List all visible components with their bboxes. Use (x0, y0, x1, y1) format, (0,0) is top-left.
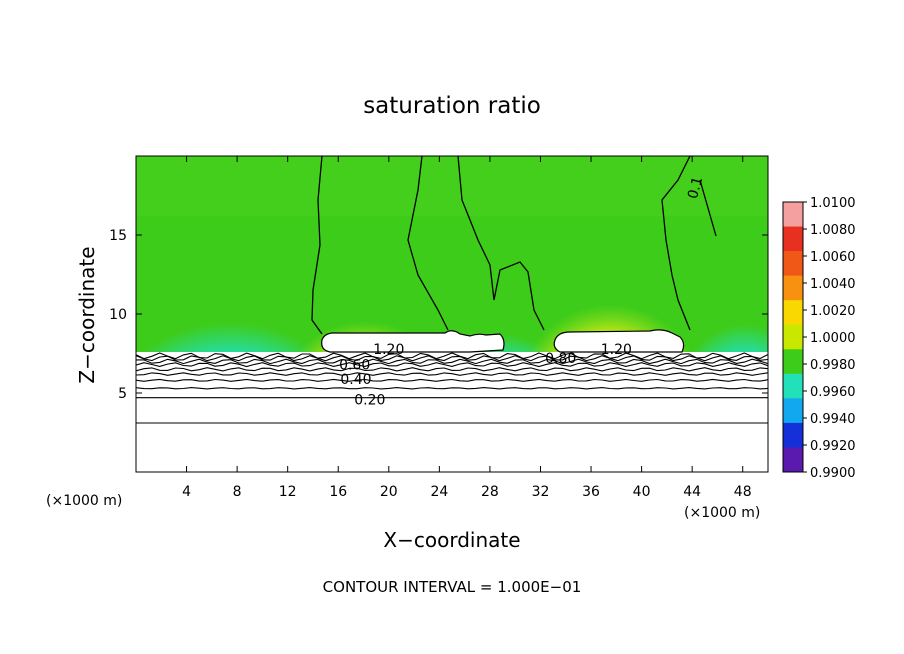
contour-label: 0.60 (339, 358, 370, 374)
colorbar-swatch (783, 324, 803, 350)
colorbar-label: 0.9940 (810, 412, 856, 427)
isoline (136, 358, 768, 365)
x-tick-label: 40 (633, 484, 651, 500)
x-tick-label: 4 (182, 484, 191, 500)
isoline (136, 355, 768, 362)
contour-label: 0.1 (685, 175, 706, 201)
colorbar-label: 1.0040 (810, 277, 856, 292)
x-tick-label: 36 (582, 484, 600, 500)
surface-layer (136, 352, 768, 472)
vertical-contours (311, 156, 717, 335)
colorbar-label: 0.9960 (810, 385, 856, 400)
x-tick-label: 24 (430, 484, 448, 500)
colorbar-label: 1.0080 (810, 223, 856, 238)
y-axis-ticks: 5 10 15 (109, 228, 768, 402)
colorbar-swatch (783, 202, 803, 228)
colorbar-swatch (783, 422, 803, 448)
x-tick-label: 20 (380, 484, 398, 500)
x-unit-right: (×1000 m) (684, 505, 760, 521)
contour-label: 1.20 (373, 342, 404, 358)
x-axis-label: X−coordinate (383, 528, 520, 552)
plot-area (136, 156, 768, 472)
contour-label: 0.40 (340, 372, 371, 388)
y-tick-label: 15 (109, 228, 127, 244)
isoline (136, 378, 768, 382)
colorbar-label: 1.0000 (810, 331, 856, 346)
colorbar-swatch (783, 349, 803, 375)
y-tick-label: 10 (109, 307, 127, 323)
chart-title: saturation ratio (363, 93, 541, 119)
colorbar-label: 1.0060 (810, 250, 856, 265)
contour-label: 0.80 (545, 351, 576, 367)
cloud-outline-right (553, 329, 685, 353)
colorbar-swatch (783, 300, 803, 326)
contour-line-right (661, 156, 717, 331)
colorbar-swatch (783, 226, 803, 252)
x-tick-label: 12 (279, 484, 297, 500)
x-tick-label: 8 (233, 484, 242, 500)
x-tick-label: 48 (734, 484, 752, 500)
x-tick-label: 44 (683, 484, 701, 500)
y-axis-label: Z−coordinate (75, 246, 99, 383)
cloud-outline-left (321, 330, 505, 353)
isoline (136, 372, 768, 376)
colorbar-label: 1.0100 (810, 196, 856, 211)
cloud-contours (321, 329, 685, 353)
colorbar-swatch (783, 373, 803, 399)
x-axis-ticks: 4 8 12 16 20 24 28 32 36 40 44 48 (182, 156, 752, 500)
isolines (136, 352, 768, 424)
x-unit-left: (×1000 m) (46, 493, 122, 509)
isoline (136, 367, 768, 372)
colorbar: 1.0100 1.0080 1.0060 1.0040 1.0020 1.0000 0.99… (782, 196, 856, 481)
colorbar-swatch (783, 447, 803, 473)
x-tick-label: 32 (532, 484, 550, 500)
contour-line-center (407, 156, 545, 331)
colorbar-swatch (783, 398, 803, 424)
isoline (136, 362, 768, 368)
colorbar-swatch (783, 251, 803, 277)
colorbar-swatch (783, 275, 803, 301)
contour-label: 0.20 (354, 392, 385, 408)
contour-labels: 0.200.400.601.200.801.200.1 (339, 175, 706, 408)
contour-label: 1.20 (601, 342, 632, 358)
colorbar-label: 0.9980 (810, 358, 856, 373)
colorbar-label: 0.9920 (810, 439, 856, 454)
isoline (136, 352, 768, 360)
y-tick-label: 5 (118, 386, 127, 402)
contour-interval-note: CONTOUR INTERVAL = 1.000E−01 (323, 578, 582, 596)
x-tick-label: 16 (329, 484, 347, 500)
contour-line-left (311, 156, 323, 335)
colorbar-label: 1.0020 (810, 304, 856, 319)
isoline (136, 387, 768, 390)
x-tick-label: 28 (481, 484, 499, 500)
colorbar-label: 0.9900 (810, 466, 856, 481)
